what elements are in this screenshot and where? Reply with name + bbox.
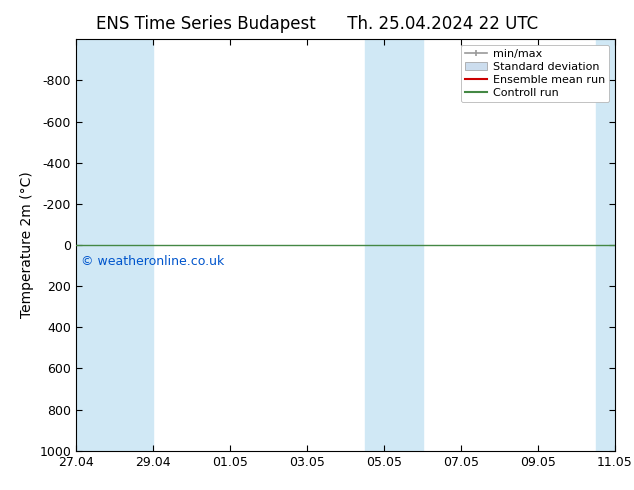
Bar <box>596 39 615 451</box>
Text: ENS Time Series Budapest      Th. 25.04.2024 22 UTC: ENS Time Series Budapest Th. 25.04.2024 … <box>96 15 538 33</box>
Text: © weatheronline.co.uk: © weatheronline.co.uk <box>81 255 224 269</box>
Bar <box>76 39 153 451</box>
Bar <box>365 39 422 451</box>
Y-axis label: Temperature 2m (°C): Temperature 2m (°C) <box>20 172 34 318</box>
Legend: min/max, Standard deviation, Ensemble mean run, Controll run: min/max, Standard deviation, Ensemble me… <box>460 45 609 102</box>
